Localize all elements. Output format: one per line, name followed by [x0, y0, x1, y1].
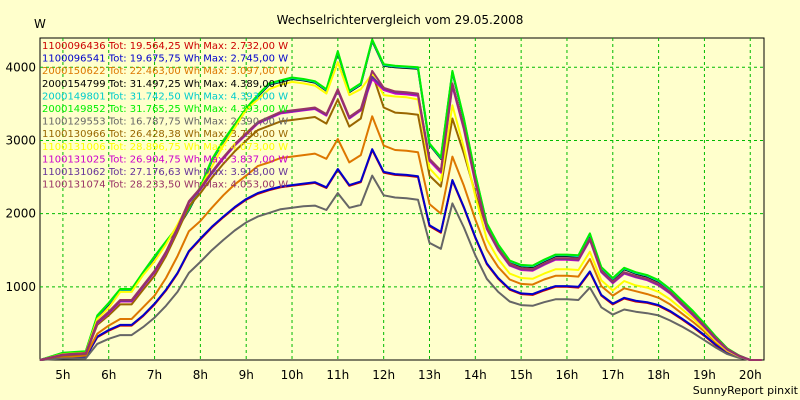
x-tick-label: 16h [556, 368, 579, 382]
x-tick-label: 14h [464, 368, 487, 382]
legend-entry: 1100131006 Tot: 28.896,75 Wh Max: 4.073,… [42, 142, 288, 153]
x-tick-label: 19h [693, 368, 716, 382]
x-tick-label: 5h [55, 368, 70, 382]
x-tick-label: 15h [510, 368, 533, 382]
x-tick-label: 20h [739, 368, 762, 382]
series-line [39, 174, 762, 361]
y-tick-label: 2000 [5, 207, 36, 221]
legend-entry: 1100129553 Tot: 16.787,75 Wh Max: 2.390,… [42, 117, 288, 128]
footer-text: SunnyReport pinxit [693, 384, 799, 397]
legend-entry: 1100130966 Tot: 26.428,38 Wh Max: 3.796,… [42, 129, 288, 140]
legend-entry: 1100096436 Tot: 19.564,25 Wh Max: 2.732,… [42, 41, 288, 52]
x-tick-label: 6h [101, 368, 116, 382]
series-line [39, 69, 762, 361]
y-tick-label: 1000 [5, 280, 36, 294]
legend-entry: 1100131025 Tot: 26.904,75 Wh Max: 3.837,… [42, 154, 288, 165]
x-tick-label: 18h [647, 368, 670, 382]
legend-entry: 2000149852 Tot: 31.765,25 Wh Max: 4.393,… [42, 104, 288, 115]
legend-entry: 2000154799 Tot: 31.497,25 Wh Max: 4.389,… [42, 79, 288, 90]
legend-entry: 2000149801 Tot: 31.742,50 Wh Max: 4.393,… [42, 91, 288, 102]
y-tick-label: 4000 [5, 60, 36, 74]
x-tick-label: 10h [281, 368, 304, 382]
x-tick-label: 7h [147, 368, 162, 382]
chart-title: Wechselrichtervergleich vom 29.05.2008 [277, 13, 524, 27]
series-line [39, 115, 762, 361]
plot-area: 5h 6h 7h 8h 9h 10h 11h 12h 13h 14h 15h 16h 17h 18h 19h… [5, 37, 765, 382]
legend-entry: 2000150622 Tot: 22.463,00 Wh Max: 3.097,… [42, 66, 288, 77]
x-tick-label: 9h [239, 368, 254, 382]
x-tick-label: 12h [372, 368, 395, 382]
y-tick-label: 3000 [5, 133, 36, 147]
y-axis-label: W [34, 17, 46, 31]
legend-entry: 1100096541 Tot: 19.675,75 Wh Max: 2.745,… [42, 54, 288, 65]
legend-entry: 1100131062 Tot: 27.176,63 Wh Max: 3.918,… [42, 167, 288, 178]
x-tick-label: 8h [193, 368, 208, 382]
legend-entry: 1100131074 Tot: 28.233,50 Wh Max: 4.053,… [42, 180, 288, 191]
x-tick-label: 17h [601, 368, 624, 382]
x-tick-label: 11h [326, 368, 349, 382]
series-line [39, 148, 762, 361]
x-tick-label: 13h [418, 368, 441, 382]
